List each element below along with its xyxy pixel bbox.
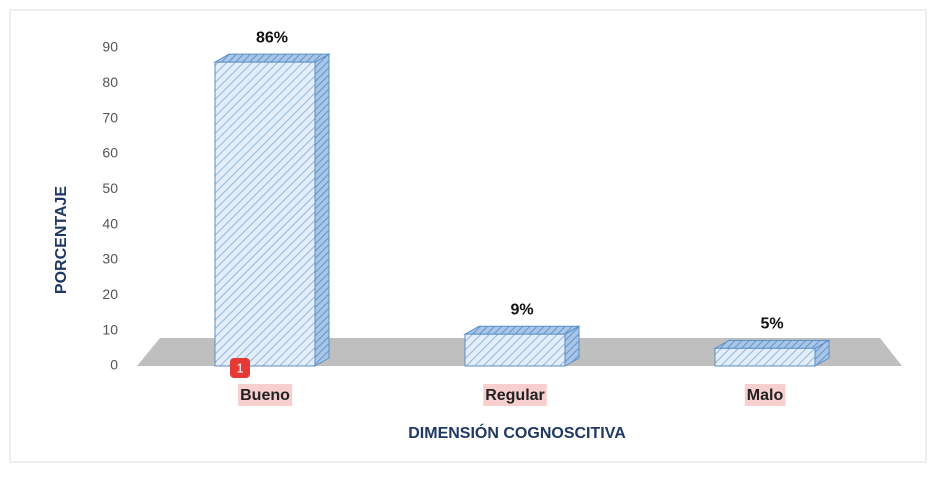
badge (230, 358, 250, 378)
y-tick-label: 80 (102, 74, 118, 90)
value-label: 9% (510, 301, 533, 318)
bar-side (314, 53, 330, 367)
x-tick-highlight (744, 384, 786, 406)
y-tick-label: 0 (110, 357, 118, 373)
bar (714, 347, 816, 367)
x-tick-label: Bueno (240, 387, 290, 404)
value-label: 5% (760, 316, 783, 333)
frame (9, 9, 927, 463)
x-tick-highlight (483, 384, 547, 406)
y-tick-label: 60 (102, 145, 118, 161)
bar-top (463, 325, 581, 335)
y-tick-label: 20 (102, 286, 118, 302)
bar-top (213, 53, 331, 63)
y-tick-label: 70 (102, 109, 118, 125)
y-tick-label: 10 (102, 321, 118, 337)
x-tick-label: Regular (485, 387, 545, 404)
y-axis-label: PORCENTAJE (53, 186, 70, 294)
value-label: 86% (256, 29, 288, 46)
badge-label: 1 (236, 360, 243, 375)
y-tick-label: 50 (102, 180, 118, 196)
x-tick-highlight (238, 384, 293, 406)
bar (464, 333, 566, 367)
x-axis-label: DIMENSIÓN COGNOSCITIVA (408, 423, 626, 442)
y-tick-label: 40 (102, 215, 118, 231)
x-tick-label: Malo (747, 387, 784, 404)
bar-top (713, 339, 831, 349)
y-tick-label: 90 (102, 39, 118, 55)
y-tick-label: 30 (102, 251, 118, 267)
bar (214, 61, 316, 367)
